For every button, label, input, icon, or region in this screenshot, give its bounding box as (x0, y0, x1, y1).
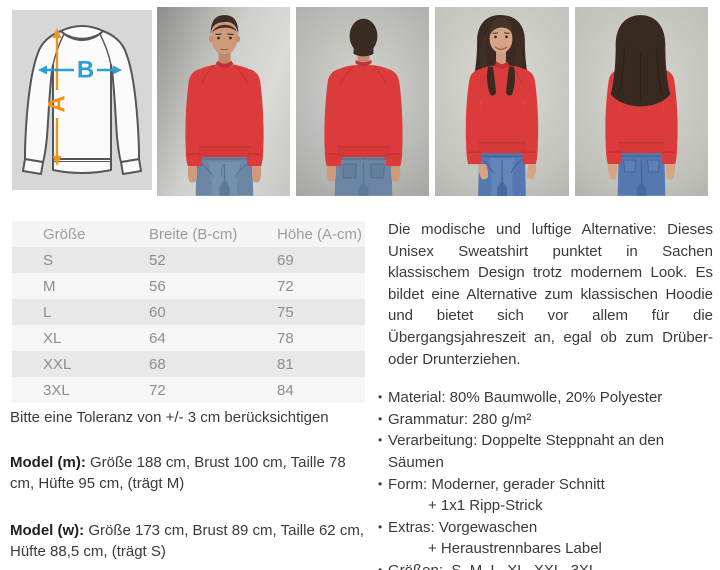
size-row-M: M 56 72 (12, 273, 365, 299)
size-cell: 84 (265, 377, 365, 403)
size-row-S: S 52 69 (12, 247, 365, 273)
model-m-label: Model (m): (10, 454, 86, 471)
size-table-body: S 52 69 M 56 72 L 60 75 XL 64 78 XXL 68 81 3XL 72 84 (12, 247, 365, 403)
spec-text: Material: 80% Baumwolle, 20% Polyester (388, 389, 663, 407)
model-w-text: Größe 173 cm, Brust 89 cm, Taille 62 cm,… (10, 522, 364, 560)
size-cell: 56 (137, 273, 265, 299)
sweatshirt (465, 61, 539, 165)
hands (478, 164, 537, 180)
size-cell: 81 (265, 351, 365, 377)
jeans (334, 154, 393, 196)
height-arrow-a (52, 28, 62, 166)
size-cell: 75 (265, 299, 365, 325)
size-table: Größe Breite (B-cm) Höhe (A-cm) S 52 69 M 56 72… (12, 221, 365, 403)
head (349, 18, 378, 67)
photo-female-back[interactable] (575, 7, 708, 196)
sweatshirt-outline (24, 30, 140, 163)
bullet-icon: • (378, 390, 383, 405)
size-row-3XL: 3XL 72 84 (12, 377, 365, 403)
bullet-icon: • (378, 519, 383, 534)
size-table-column-header: Breite (B-cm) (137, 221, 265, 247)
hands (608, 164, 675, 180)
width-arrow-b (38, 65, 122, 75)
size-cell: 72 (265, 273, 365, 299)
spec-text: Grammatur: 280 g/m² (388, 410, 532, 428)
size-row-L: L 60 75 (12, 299, 365, 325)
size-row-XL: XL 64 78 (12, 325, 365, 351)
size-cell: S (12, 247, 137, 273)
bullet-icon: • (378, 476, 383, 491)
description-column: Die modische und luftige Alternative: Di… (378, 219, 713, 570)
male-back-figure (324, 18, 403, 196)
spec-item: • Größen: S, M, L, XL, XXL, 3XL (378, 560, 713, 570)
model-w-label: Model (w): (10, 522, 85, 539)
size-cell: 78 (265, 325, 365, 351)
photo-female-front[interactable] (435, 7, 569, 196)
model-m-note: Model (m): Größe 188 cm, Brust 100 cm, T… (10, 452, 372, 494)
spec-item: • Material: 80% Baumwolle, 20% Polyester (378, 387, 713, 409)
size-row-XXL: XXL 68 81 (12, 351, 365, 377)
size-cell: 68 (137, 351, 265, 377)
size-cell: L (12, 299, 137, 325)
photo-male-front[interactable] (157, 7, 290, 196)
spec-item: • Verarbeitung: Doppelte Steppnaht an den… (378, 430, 713, 473)
spec-item: • Extras: Vorgewaschen + Heraustrennbares … (378, 517, 713, 560)
bullet-icon: • (378, 411, 383, 426)
spec-text: Extras: Vorgewaschen (388, 518, 538, 536)
size-cell: XXL (12, 351, 137, 377)
jeans (195, 154, 254, 196)
spec-item: • Grammatur: 280 g/m² (378, 409, 713, 431)
head (479, 17, 523, 71)
size-cell: 64 (137, 325, 265, 351)
size-table-column-header: Größe (12, 221, 137, 247)
model-w-note: Model (w): Größe 173 cm, Brust 89 cm, Ta… (10, 520, 372, 562)
size-cell: M (12, 273, 137, 299)
sweatshirt-measure-diagram: A B (22, 25, 142, 175)
sweatshirt (324, 59, 403, 167)
tolerance-note: Bitte eine Toleranz von +/- 3 cm berücks… (10, 409, 329, 426)
spec-text: Verarbeitung: Doppelte Steppnaht an den … (388, 432, 669, 471)
hair-front-locks (487, 66, 515, 96)
jeans (478, 151, 526, 196)
label-a: A (44, 95, 71, 112)
product-description: Die modische und luftige Alternative: Di… (388, 221, 713, 368)
size-info-column: Größe Breite (B-cm) Höhe (A-cm) S 52 69 M 56 72… (10, 221, 372, 562)
jeans (617, 151, 666, 196)
female-front-figure (465, 14, 539, 196)
bullet-icon: • (378, 433, 383, 448)
size-cell: 3XL (12, 377, 137, 403)
photo-male-back[interactable] (296, 7, 429, 196)
spec-subline: + 1x1 Ripp-Strick (428, 497, 543, 515)
spec-text: Form: Moderner, gerader Schnitt (388, 475, 605, 493)
size-diagram-thumbnail[interactable]: A B (12, 10, 152, 190)
sweatshirt-hem (52, 158, 112, 174)
bullet-icon: • (378, 562, 383, 570)
female-back-figure (605, 15, 678, 196)
male-front-figure (185, 15, 264, 196)
spec-list: • Material: 80% Baumwolle, 20% Polyester •… (378, 387, 713, 570)
size-cell: XL (12, 325, 137, 351)
size-table-header-row: Größe Breite (B-cm) Höhe (A-cm) (12, 221, 365, 247)
sweatshirt (185, 60, 264, 167)
hair-back (610, 15, 671, 107)
size-cell: 60 (137, 299, 265, 325)
size-cell: 69 (265, 247, 365, 273)
size-cell: 52 (137, 247, 265, 273)
hands (187, 166, 262, 183)
size-table-column-header: Höhe (A-cm) (265, 221, 365, 247)
spec-subline: + Heraustrennbares Label (428, 540, 602, 558)
size-cell: 72 (137, 377, 265, 403)
head (208, 15, 241, 67)
hands (326, 166, 401, 182)
spec-item: • Form: Moderner, gerader Schnitt + 1x1 Ri… (378, 474, 713, 517)
model-m-text: Größe 188 cm, Brust 100 cm, Taille 78 cm… (10, 454, 346, 492)
spec-text: Größen: S, M, L, XL, XXL, 3XL (388, 562, 597, 570)
label-b: B (77, 57, 94, 84)
